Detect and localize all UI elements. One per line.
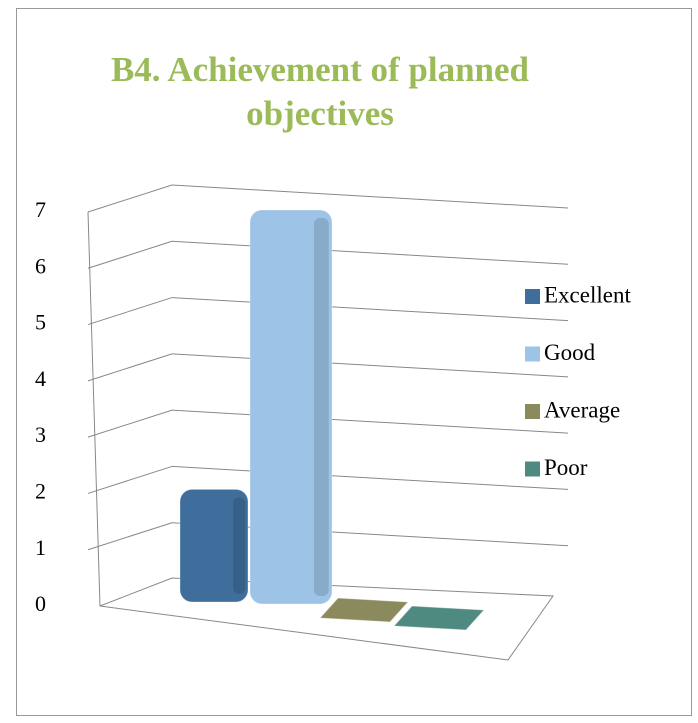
grid-line xyxy=(87,297,173,326)
grid-line xyxy=(87,465,173,494)
y-tick-label: 4 xyxy=(35,366,46,391)
grid-line xyxy=(171,353,569,378)
y-tick-label: 1 xyxy=(35,535,46,560)
y-axis xyxy=(87,211,101,607)
legend-label: Poor xyxy=(544,455,588,480)
legend-label: Good xyxy=(544,340,596,365)
chart-frame xyxy=(16,8,692,716)
grid-line xyxy=(171,184,569,209)
grid-line xyxy=(87,184,173,213)
bar-highlight xyxy=(233,497,246,594)
legend-swatch xyxy=(525,289,540,304)
grid-line xyxy=(87,522,173,551)
legend-swatch xyxy=(525,404,540,419)
y-tick-label: 2 xyxy=(35,478,46,503)
legend-label: Excellent xyxy=(544,282,631,307)
y-tick-label: 5 xyxy=(35,310,46,335)
grid-line xyxy=(171,297,569,322)
bar xyxy=(392,605,486,631)
legend-swatch xyxy=(525,461,540,477)
bar xyxy=(318,597,410,623)
bar xyxy=(179,488,249,603)
y-tick-label: 3 xyxy=(35,422,46,447)
grid-line xyxy=(87,240,173,269)
grid-line xyxy=(171,409,569,434)
legend-swatch xyxy=(525,346,540,362)
bar-highlight xyxy=(313,218,329,596)
chart-title: B4. Achievement of planned objectives xyxy=(110,50,530,133)
grid-line xyxy=(171,240,569,265)
floor xyxy=(99,577,554,661)
bar xyxy=(249,209,333,605)
legend-label: Average xyxy=(544,397,620,422)
y-tick-label: 0 xyxy=(35,591,46,616)
y-tick-label: 6 xyxy=(35,253,46,278)
grid-line xyxy=(87,353,173,382)
grid-line xyxy=(87,409,173,438)
y-tick-label: 7 xyxy=(35,197,46,222)
grid-line xyxy=(171,465,569,490)
